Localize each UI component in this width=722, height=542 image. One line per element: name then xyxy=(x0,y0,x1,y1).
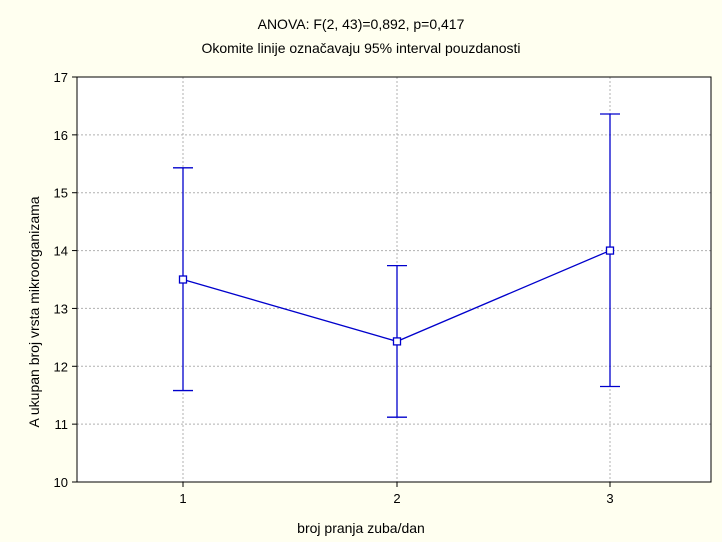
y-tick-label: 16 xyxy=(54,128,68,143)
y-tick-label: 12 xyxy=(54,359,68,374)
mean-point xyxy=(394,338,401,345)
y-tick-label: 10 xyxy=(54,475,68,490)
x-tick-label: 3 xyxy=(606,491,613,506)
plot-area xyxy=(77,77,711,482)
y-tick-label: 13 xyxy=(54,301,68,316)
mean-point xyxy=(607,247,614,254)
y-tick-label: 11 xyxy=(55,417,69,432)
x-tick-label: 1 xyxy=(179,491,186,506)
y-tick-label: 14 xyxy=(54,244,68,259)
y-axis-label: A ukupan broj vrsta mikroorganizama xyxy=(26,196,42,427)
mean-point xyxy=(180,276,187,283)
y-tick-label: 15 xyxy=(54,186,68,201)
y-tick-label: 17 xyxy=(54,70,68,85)
x-axis-label: broj pranja zuba/dan xyxy=(0,520,722,536)
x-tick-label: 2 xyxy=(393,491,400,506)
